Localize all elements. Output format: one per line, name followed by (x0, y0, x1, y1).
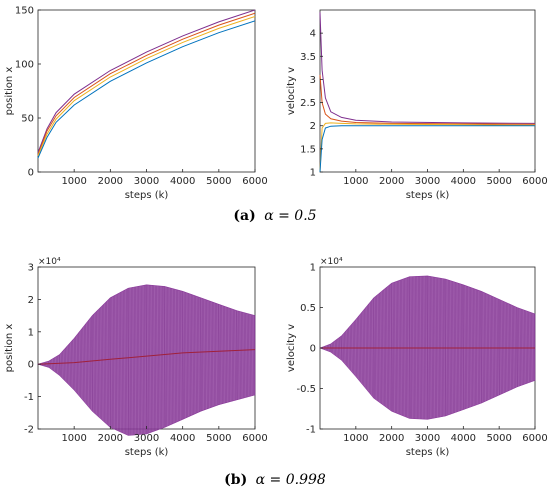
y-axis-multiplier: ×10⁴ (38, 257, 61, 267)
x-tick-label: 6000 (242, 176, 267, 187)
chart-a-position: 1000 2000 3000 4000 5000 6000 0 50 100 150 steps (… (4, 6, 268, 202)
caption-b-text: α = 0.998 (256, 472, 326, 488)
x-tick-label: 4000 (451, 433, 476, 444)
x-tick-label: 2000 (98, 433, 123, 444)
y-tick-label: 1 (310, 168, 316, 179)
y-tick-label: 4 (310, 29, 316, 40)
x-tick-label: 5000 (206, 176, 231, 187)
x-axis-label: steps (k) (125, 190, 169, 201)
caption-a-label: (a) (233, 208, 255, 224)
series-line-2 (319, 122, 536, 173)
x-tick-label: 1000 (343, 433, 368, 444)
y-tick-label: 100 (15, 60, 34, 71)
x-tick-label: 4000 (170, 176, 195, 187)
x-tick-label: 5000 (206, 433, 231, 444)
y-axis-label: position x (4, 324, 15, 373)
y-axis-label: velocity v (286, 324, 297, 372)
x-tick-label: 1000 (343, 176, 368, 187)
series-line-1 (37, 12, 256, 155)
y-tick-label: -1 (24, 392, 34, 403)
series-line-0 (319, 12, 536, 124)
x-tick-label: 6000 (522, 433, 547, 444)
y-tick-label: -1 (306, 425, 316, 436)
x-tick-label: 5000 (486, 176, 511, 187)
series-line-2 (37, 16, 256, 156)
x-tick-label: 3000 (134, 433, 159, 444)
y-tick-label: 0.5 (300, 303, 316, 314)
series-line-0 (37, 9, 256, 153)
caption-a: (a) α = 0.5 (233, 208, 316, 224)
series-line-3 (319, 125, 535, 173)
chart-b-position: 1000 2000 3000 4000 5000 6000 -2 -1 0 1 2 3 steps (k… (4, 257, 268, 458)
y-axis-label: position x (4, 67, 15, 116)
x-tick-label: 6000 (522, 176, 547, 187)
y-tick-label: 0 (28, 360, 34, 371)
caption-b: (b) α = 0.998 (224, 472, 326, 488)
x-tick-label: 2000 (98, 176, 123, 187)
y-tick-label: 0 (28, 168, 34, 179)
series-line-3 (37, 20, 256, 159)
y-tick-label: 1 (310, 263, 316, 274)
y-tick-label: -0.5 (296, 384, 316, 395)
y-tick-label: 1 (28, 327, 34, 338)
series-line-1 (319, 74, 536, 125)
y-axis-multiplier: ×10⁴ (320, 257, 343, 267)
x-axis-label: steps (k) (125, 447, 169, 458)
y-tick-label: 150 (15, 6, 34, 17)
y-tick-label: 2 (28, 295, 34, 306)
y-tick-label: 0 (310, 344, 316, 355)
caption-a-text: α = 0.5 (264, 208, 316, 224)
chart-a-velocity: 1000 2000 3000 4000 5000 6000 1 1.5 2 2.5 3 3.5 4 ste… (286, 9, 548, 201)
center-line (37, 349, 256, 365)
y-tick-label: 3 (310, 75, 316, 86)
x-tick-label: 4000 (451, 176, 476, 187)
y-tick-label: 3 (28, 263, 34, 274)
x-tick-label: 2000 (379, 433, 404, 444)
x-tick-label: 3000 (415, 176, 440, 187)
y-tick-label: -2 (24, 425, 34, 436)
x-tick-label: 5000 (486, 433, 511, 444)
x-tick-label: 6000 (242, 433, 267, 444)
x-axis-label: steps (k) (406, 447, 450, 458)
x-tick-label: 1000 (61, 176, 86, 187)
caption-b-label: (b) (224, 472, 247, 488)
y-tick-label: 2.5 (300, 98, 316, 109)
y-axis-label: velocity v (286, 67, 297, 115)
x-tick-label: 4000 (170, 433, 195, 444)
plot-area (319, 9, 536, 173)
x-tick-label: 3000 (134, 176, 159, 187)
x-tick-label: 3000 (415, 433, 440, 444)
chart-b-velocity: 1000 2000 3000 4000 5000 6000 -1 -0.5 0 0.5 1 steps… (286, 257, 548, 458)
y-tick-label: 50 (21, 114, 34, 125)
plot-area (37, 9, 256, 173)
x-tick-label: 2000 (379, 176, 404, 187)
x-axis-label: steps (k) (406, 190, 450, 201)
y-tick-label: 3.5 (300, 52, 316, 63)
x-tick-label: 1000 (61, 433, 86, 444)
y-tick-label: 2 (310, 121, 316, 132)
y-tick-label: 1.5 (300, 144, 316, 155)
